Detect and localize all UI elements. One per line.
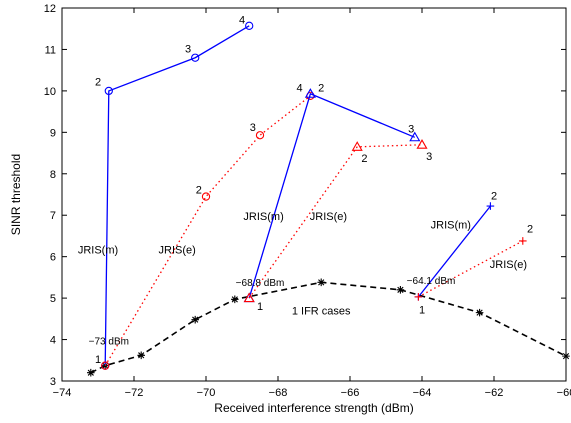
data-point — [519, 237, 527, 245]
annotation-label: 1 — [257, 301, 263, 313]
annotation-label: 2 — [196, 184, 202, 196]
plot-frame — [61, 7, 567, 382]
x-tick-label: −62 — [485, 387, 504, 399]
y-tick-label: 10 — [44, 86, 56, 98]
y-tick-label: 3 — [50, 376, 56, 388]
data-point — [201, 192, 211, 201]
series-line — [418, 240, 524, 298]
annotation-label: 2 — [318, 83, 324, 95]
annotation-label: 2 — [527, 224, 533, 236]
annotation-label: 4 — [239, 14, 245, 26]
annotation-label: 1 — [95, 354, 101, 366]
y-tick-label: 6 — [50, 252, 56, 264]
x-axis-label: Received interference strength (dBm) — [214, 401, 413, 415]
annotation-label: JRIS(e) — [159, 244, 196, 256]
annotation-label: 2 — [491, 190, 497, 202]
y-tick-label: 9 — [50, 127, 56, 139]
data-point — [243, 292, 255, 303]
series-line — [104, 95, 311, 366]
x-tick-label: −70 — [197, 387, 216, 399]
annotations: 1 2 3 4 2 3 4 2 3 2 3 1 1 2 2 JRIS(m) JRIS(e) JRIS(m) JRIS… — [78, 14, 533, 366]
data-point — [191, 315, 199, 324]
data-point — [137, 351, 145, 360]
data-point — [409, 131, 421, 142]
y-tick-label: 7 — [50, 210, 56, 222]
data-point — [101, 361, 109, 370]
data-point — [191, 53, 200, 62]
annotation-label: 3 — [250, 122, 256, 134]
x-tick-label: −60 — [557, 387, 571, 399]
data-point — [245, 21, 254, 30]
annotation-label: 1 IFR cases — [292, 305, 351, 317]
x-axis: −74 −72 −70 −68 −66 −64 −62 −60 — [53, 8, 571, 399]
annotation-label: −68.8 dBm — [236, 278, 285, 289]
annotation-label: JRIS(e) — [310, 211, 347, 223]
plot-marks — [87, 21, 570, 377]
annotation-label: JRIS(m) — [78, 244, 118, 256]
y-tick-label: 5 — [50, 293, 56, 305]
data-point — [416, 139, 428, 149]
series-line — [104, 25, 250, 366]
data-point — [255, 131, 265, 140]
annotation-label: 4 — [297, 83, 303, 95]
annotation-label: 3 — [185, 43, 191, 55]
y-tick-label: 11 — [45, 44, 56, 56]
data-point — [104, 86, 113, 96]
annotation-label: −73 dBm — [89, 336, 129, 347]
x-tick-label: −72 — [125, 387, 144, 399]
annotation-label: 2 — [95, 77, 101, 89]
series-line — [248, 144, 423, 299]
y-tick-label: 8 — [50, 169, 56, 181]
data-point — [304, 88, 316, 98]
annotation-label: JRIS(e) — [490, 259, 527, 271]
annotation-label: −64.1 dBm — [407, 276, 456, 287]
data-point — [396, 286, 405, 294]
y-axis-label: SINR threshold — [9, 154, 23, 235]
annotation-label: 3 — [426, 151, 432, 163]
data-point — [414, 293, 423, 301]
series-line — [248, 92, 416, 299]
data-point — [351, 141, 363, 151]
annotation-label: 3 — [408, 123, 414, 135]
y-tick-label: 12 — [44, 3, 56, 15]
data-point — [317, 278, 325, 287]
annotation-label: JRIS(m) — [431, 219, 471, 231]
x-tick-label: −66 — [341, 387, 360, 399]
annotation-label: JRIS(m) — [243, 211, 283, 223]
x-tick-label: −64 — [413, 387, 432, 399]
x-tick-label: −68 — [269, 387, 288, 399]
y-tick-label: 4 — [50, 335, 56, 347]
series-line — [417, 205, 491, 298]
data-point — [231, 295, 239, 304]
annotation-label: 1 — [419, 304, 425, 316]
data-point — [101, 361, 110, 370]
data-point — [486, 202, 495, 210]
data-point — [87, 368, 95, 377]
data-point — [475, 308, 484, 317]
x-tick-label: −74 — [53, 387, 72, 399]
annotation-label: 2 — [361, 153, 367, 165]
